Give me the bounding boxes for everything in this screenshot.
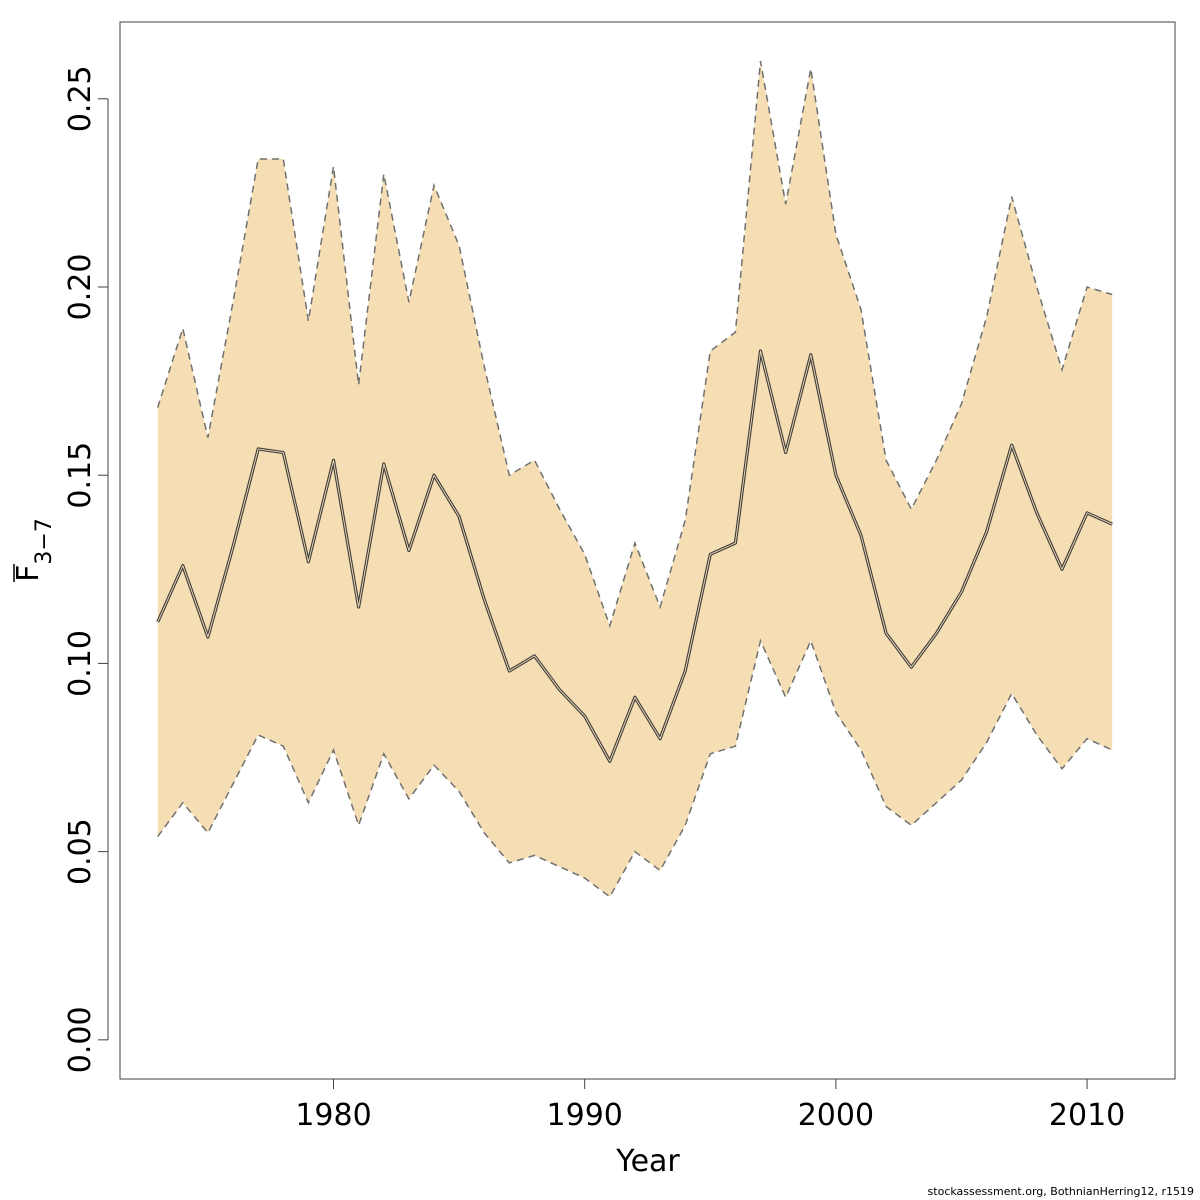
lower-bound-line <box>157 638 1113 898</box>
x-tick-label-1980: 1980 <box>295 1098 371 1133</box>
x-axis-title: Year <box>615 1144 680 1179</box>
y-axis-title: F3−7 <box>11 518 57 582</box>
y-axis-title-sub: 3−7 <box>32 518 57 564</box>
y-tick-label-0.10: 0.10 <box>63 630 98 697</box>
y-tick-label-0.25: 0.25 <box>63 65 98 132</box>
x-tick-label-1990: 1990 <box>547 1098 623 1133</box>
upper-bound-line <box>156 60 1113 629</box>
y-tick-label-0.05: 0.05 <box>63 818 98 885</box>
plot-frame <box>119 21 1176 1080</box>
y-tick-label-0.15: 0.15 <box>63 442 98 509</box>
y-axis: 0.00 0.05 0.10 0.15 0.20 0.25 <box>63 65 109 1073</box>
y-axis-title-main: F <box>11 565 46 582</box>
confidence-band <box>157 61 1113 897</box>
y-tick-label-0.20: 0.20 <box>63 254 98 321</box>
x-tick-label-2010: 2010 <box>1049 1098 1125 1133</box>
credit-text: stockassessment.org, BothnianHerring12, … <box>927 1185 1194 1198</box>
x-axis: 1980 1990 2000 2010 <box>295 1079 1125 1133</box>
x-tick-label-2000: 2000 <box>798 1098 874 1133</box>
estimate-line-core <box>157 350 1113 762</box>
y-tick-label-0.00: 0.00 <box>63 1006 98 1073</box>
